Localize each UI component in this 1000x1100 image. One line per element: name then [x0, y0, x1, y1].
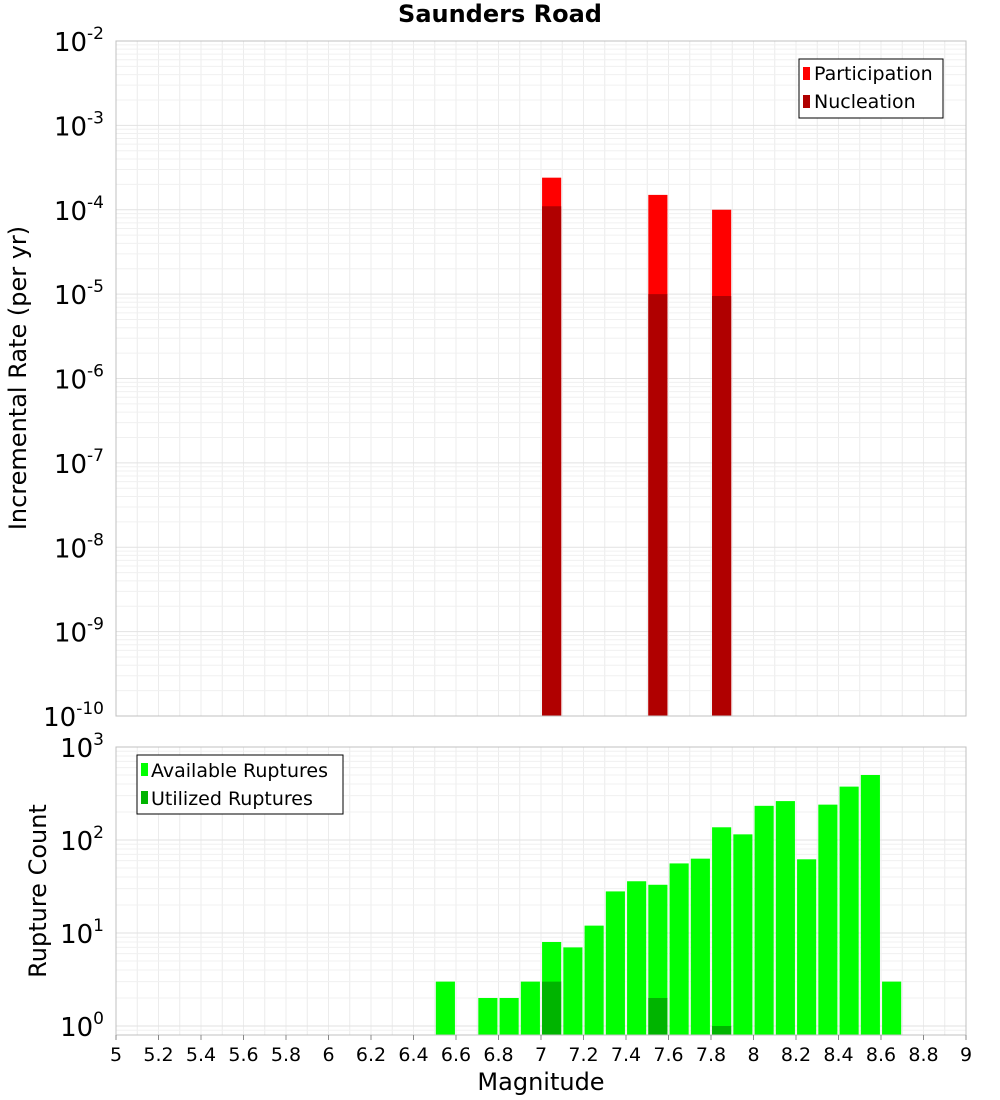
rate-gridlines: [115, 41, 967, 717]
x-tick-label: 6.4: [398, 1044, 428, 1066]
x-tick-label: 5.4: [186, 1044, 216, 1066]
y-tick-label: 10-7: [54, 446, 104, 480]
legend-label-participation: Participation: [814, 63, 933, 85]
x-tick-label: 7.4: [611, 1044, 641, 1066]
nucleation-bar: [648, 294, 668, 716]
available-bar: [860, 774, 880, 1035]
available-bar: [563, 947, 583, 1035]
utilized-bar: [712, 1025, 732, 1035]
legend-swatch-utilized: [141, 791, 148, 804]
utilized-bar: [542, 981, 562, 1035]
rate-plot-border: [115, 40, 967, 717]
y-tick-label: 102: [60, 823, 104, 857]
y-tick-label: 10-4: [54, 193, 104, 227]
count-legend: Available Ruptures Utilized Ruptures: [136, 754, 344, 815]
x-axis-label: Magnitude: [477, 1068, 604, 1096]
chart-title: Saunders Road: [398, 0, 602, 28]
count-y-axis-label: Rupture Count: [24, 804, 52, 978]
x-tick-label: 6.2: [356, 1044, 386, 1066]
y-tick-label: 100: [60, 1009, 104, 1043]
x-tick-label: 5.2: [143, 1044, 173, 1066]
count-y-tick-labels: 100 101 102 103: [60, 730, 104, 1043]
x-tick-label: 8.2: [781, 1044, 811, 1066]
available-bar: [435, 981, 455, 1035]
y-tick-label: 10-10: [43, 699, 104, 733]
x-tick-label: 5: [110, 1044, 122, 1066]
y-tick-label: 10-8: [54, 530, 104, 564]
available-bar: [797, 859, 817, 1035]
available-bar: [669, 863, 689, 1035]
x-tick-labels: 5 5.2 5.4 5.6 5.8 6 6.2 6.4 6.6 6.8 7 7.2 7.4 7.6 7.8 8…: [110, 1035, 972, 1066]
count-bars: [435, 774, 902, 1035]
x-tick-label: 7.6: [653, 1044, 683, 1066]
legend-label-nucleation: Nucleation: [814, 91, 916, 113]
legend-label-utilized: Utilized Ruptures: [151, 788, 313, 810]
available-bar: [690, 858, 710, 1035]
available-bar: [499, 997, 519, 1035]
rate-bars: [542, 177, 732, 716]
y-tick-label: 10-9: [54, 615, 104, 649]
available-bar: [754, 805, 774, 1035]
available-bar: [627, 881, 647, 1035]
rate-y-axis-label: Incremental Rate (per yr): [4, 226, 32, 530]
rate-panel: 10-10 10-9 10-8 10-7 10-6 10-5 10-4 10-3 10-2 In…: [4, 24, 967, 733]
x-tick-label: 8: [747, 1044, 759, 1066]
y-tick-label: 103: [60, 730, 104, 764]
available-bar: [648, 884, 668, 1035]
x-tick-label: 9: [960, 1044, 972, 1066]
y-tick-label: 10-5: [54, 277, 104, 311]
x-tick-label: 8.8: [908, 1044, 938, 1066]
available-bar: [520, 981, 540, 1035]
y-tick-label: 10-6: [54, 362, 104, 396]
available-bar: [775, 801, 795, 1035]
x-tick-label: 7.2: [568, 1044, 598, 1066]
y-tick-label: 101: [60, 916, 104, 950]
x-tick-label: 5.6: [228, 1044, 258, 1066]
available-bar: [712, 827, 732, 1035]
x-tick-label: 7.8: [696, 1044, 726, 1066]
available-bar: [584, 925, 604, 1035]
x-tick-label: 5.8: [271, 1044, 301, 1066]
rate-legend-box: [798, 58, 944, 119]
y-tick-label: 10-2: [54, 24, 104, 58]
x-tick-label: 6.8: [483, 1044, 513, 1066]
nucleation-bar: [712, 296, 732, 716]
available-bar: [605, 891, 625, 1035]
y-tick-label: 10-3: [54, 108, 104, 142]
x-tick-label: 6.6: [441, 1044, 471, 1066]
available-bar: [818, 804, 838, 1035]
x-tick-label: 8.4: [823, 1044, 853, 1066]
legend-swatch-available: [141, 763, 148, 776]
available-bar: [478, 997, 498, 1035]
available-bar: [839, 786, 859, 1035]
legend-label-available: Available Ruptures: [151, 760, 328, 782]
count-legend-box: [136, 754, 344, 815]
rate-legend: Participation Nucleation: [798, 58, 944, 119]
x-tick-label: 6: [322, 1044, 334, 1066]
utilized-bar: [648, 997, 668, 1035]
legend-swatch-nucleation: [803, 95, 810, 108]
legend-swatch-participation: [803, 67, 810, 80]
available-bar: [733, 834, 753, 1035]
x-tick-label: 7: [535, 1044, 547, 1066]
available-bar: [882, 981, 902, 1035]
nucleation-bar: [542, 206, 562, 716]
x-tick-label: 8.6: [866, 1044, 896, 1066]
rate-y-tick-labels: 10-10 10-9 10-8 10-7 10-6 10-5 10-4 10-3 10-2: [43, 24, 104, 733]
count-panel: 100 101 102 103 5 5.2 5.4 5.6 5.8 6 6.2 6.4 6.6 6.8 7…: [24, 730, 972, 1096]
